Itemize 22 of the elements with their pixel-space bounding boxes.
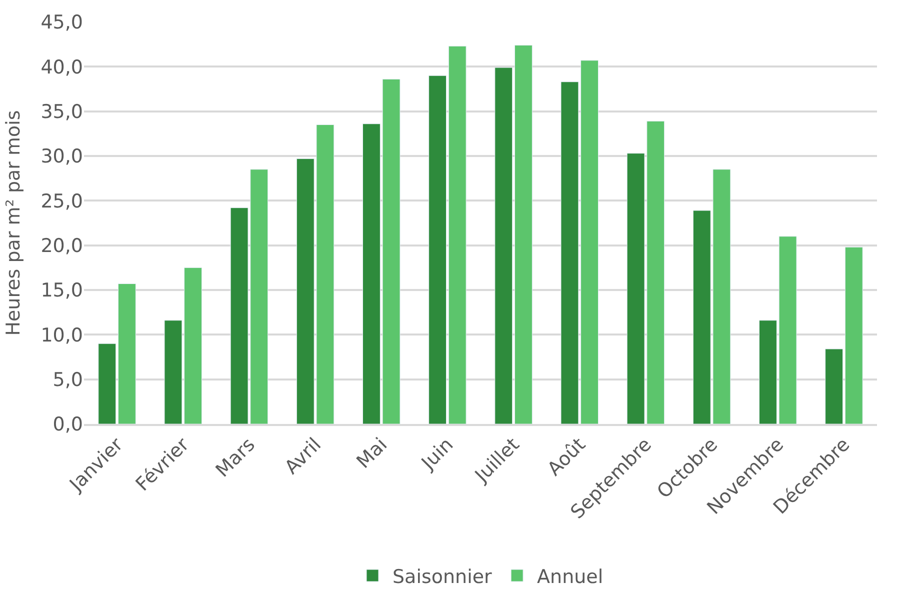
y-tick-label: 45,0 <box>40 12 83 34</box>
bar <box>844 246 863 424</box>
y-tick-label: 0,0 <box>52 414 83 436</box>
bar <box>494 67 513 424</box>
y-tick-label: 5,0 <box>52 368 83 391</box>
bar <box>448 46 466 424</box>
y-axis-title: Heures par m² par mois <box>2 110 25 336</box>
legend-label: Annuel <box>537 566 604 588</box>
y-tick-label: 35,0 <box>40 100 83 123</box>
y-tick-label: 40,0 <box>40 56 83 78</box>
y-tick-label: 25,0 <box>40 190 83 212</box>
x-tick-label: Mai <box>352 434 392 473</box>
y-tick-label: 10,0 <box>40 324 83 346</box>
y-tick-label: 15,0 <box>40 280 83 302</box>
bar <box>118 284 136 424</box>
bar <box>98 343 116 424</box>
y-tick-label: 20,0 <box>40 234 83 257</box>
legend-label: Saisonnier <box>392 566 492 588</box>
bar <box>428 75 447 424</box>
bar <box>514 44 532 424</box>
y-tick-label: 30,0 <box>40 146 83 168</box>
bar <box>825 348 844 424</box>
